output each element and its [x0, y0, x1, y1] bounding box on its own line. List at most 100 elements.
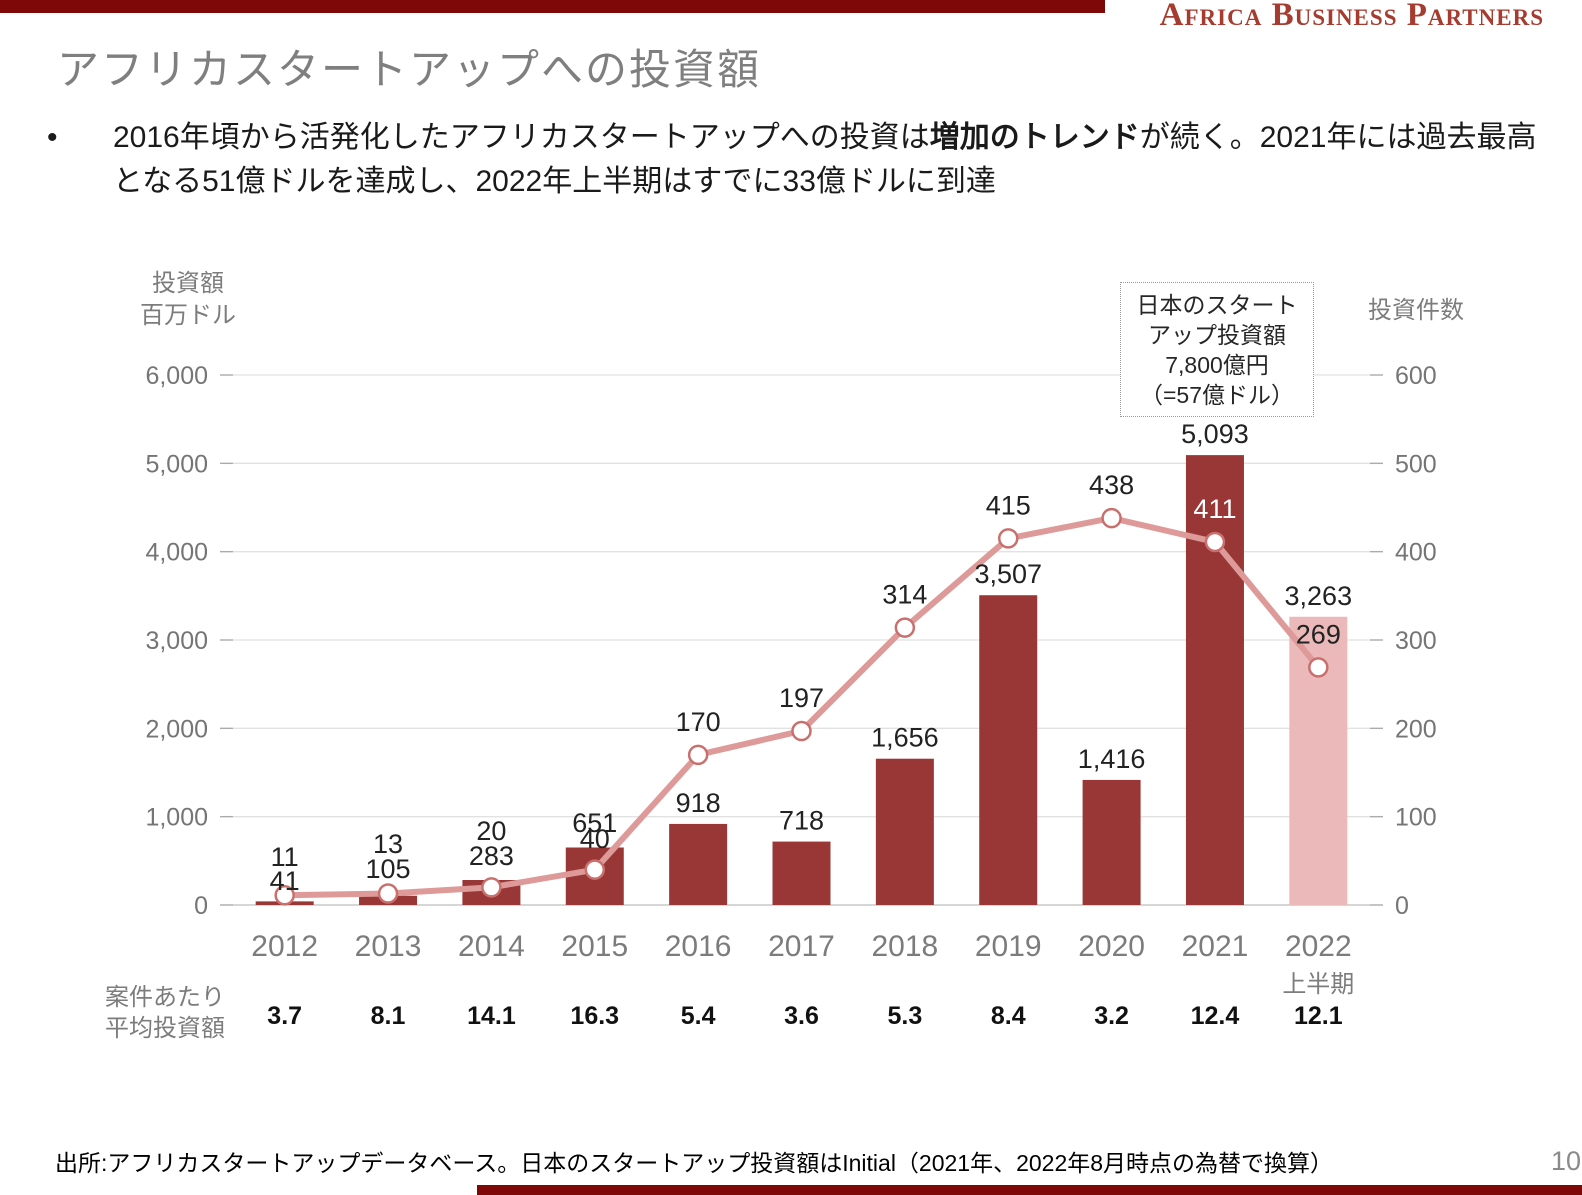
svg-text:3.7: 3.7: [267, 1002, 302, 1030]
bullet-marker: •: [47, 121, 58, 154]
svg-text:13: 13: [373, 829, 403, 859]
svg-text:1,000: 1,000: [145, 804, 208, 832]
avg-investment-row-label: 案件あたり 平均投資額: [100, 982, 230, 1044]
svg-text:411: 411: [1193, 494, 1236, 524]
bar-2016: [669, 823, 728, 905]
count-marker-2018: [894, 617, 916, 638]
bullet-text: 2016年頃から活発化したアフリカスタートアップへの投資は増加のトレンドが続く。…: [113, 116, 1547, 204]
svg-text:20: 20: [476, 816, 506, 846]
svg-text:2,000: 2,000: [145, 715, 208, 743]
bullet-text-bold: 増加のトレンド: [929, 121, 1140, 154]
svg-text:6,000: 6,000: [145, 362, 208, 390]
svg-text:100: 100: [1395, 804, 1437, 832]
count-marker-2014: [481, 877, 502, 898]
svg-text:40: 40: [580, 824, 610, 854]
svg-text:2013: 2013: [355, 930, 422, 963]
svg-text:170: 170: [676, 707, 721, 737]
svg-text:415: 415: [986, 490, 1031, 520]
avg-label-line2: 平均投資額: [105, 1015, 225, 1042]
svg-text:3.6: 3.6: [784, 1002, 819, 1030]
annotation-line3: 7,800億円: [1165, 352, 1269, 378]
svg-text:1,656: 1,656: [871, 723, 939, 753]
bullet-item: • 2016年頃から活発化したアフリカスタートアップへの投資は増加のトレンドが続…: [47, 116, 1547, 204]
count-marker-2012: [274, 885, 295, 906]
source-note: 出所:アフリカスタートアップデータベース。日本のスタートアップ投資額はIniti…: [55, 1150, 1334, 1176]
svg-text:2020: 2020: [1078, 930, 1145, 963]
svg-text:14.1: 14.1: [467, 1002, 516, 1030]
svg-text:197: 197: [779, 683, 824, 713]
svg-text:4,000: 4,000: [145, 539, 208, 567]
svg-text:3,000: 3,000: [145, 627, 208, 655]
count-marker-2013: [377, 883, 399, 904]
svg-text:8.4: 8.4: [991, 1002, 1026, 1030]
svg-text:2017: 2017: [768, 930, 835, 963]
top-accent-bar: [0, 0, 1105, 13]
company-logo: Africa Business Partners: [1159, 0, 1544, 33]
page-title: アフリカスタートアップへの投資額: [57, 46, 762, 93]
svg-text:2018: 2018: [871, 930, 938, 963]
svg-text:5.3: 5.3: [887, 1002, 922, 1030]
svg-text:500: 500: [1395, 450, 1437, 478]
count-marker-2021: [1204, 531, 1226, 553]
annotation-line1: 日本のスタート: [1136, 292, 1298, 318]
svg-text:2014: 2014: [458, 930, 525, 963]
svg-text:918: 918: [676, 788, 721, 818]
left-axis-title-line1: 投資額: [152, 270, 224, 297]
bottom-accent-bar: [477, 1185, 1582, 1195]
svg-text:0: 0: [194, 892, 208, 920]
svg-text:41: 41: [270, 866, 300, 896]
svg-text:8.1: 8.1: [371, 1002, 406, 1030]
svg-text:3,507: 3,507: [974, 559, 1042, 589]
bar-2020: [1082, 779, 1141, 905]
bullet-text-post: が続く。2021年には過去最高となる51億ドルを達成し、2022年上半期はすでに…: [113, 121, 1537, 198]
svg-text:11: 11: [271, 842, 299, 872]
count-marker-2020: [1101, 507, 1122, 529]
left-axis-title-line2: 百万ドル: [140, 302, 236, 329]
svg-text:2016: 2016: [665, 930, 732, 963]
right-axis-title: 投資件数: [1368, 297, 1464, 324]
bar-2017: [772, 841, 831, 905]
svg-text:3,263: 3,263: [1285, 581, 1353, 611]
bar-2018: [875, 758, 934, 905]
page-number: 10: [1551, 1146, 1582, 1176]
bar-2021: [1185, 455, 1244, 905]
svg-text:283: 283: [469, 841, 514, 871]
svg-text:1,416: 1,416: [1078, 744, 1146, 774]
svg-text:300: 300: [1395, 627, 1437, 655]
count-marker-2022: [1308, 657, 1329, 678]
svg-text:5,000: 5,000: [145, 450, 208, 478]
svg-text:5.4: 5.4: [681, 1002, 716, 1030]
svg-text:0: 0: [1395, 892, 1409, 920]
svg-text:2019: 2019: [975, 930, 1042, 963]
svg-text:2015: 2015: [561, 930, 628, 963]
count-marker-2016: [687, 744, 709, 766]
left-axis-title: 投資額 百万ドル: [128, 268, 248, 332]
count-marker-2015: [584, 859, 606, 880]
svg-text:600: 600: [1395, 362, 1437, 390]
svg-text:269: 269: [1296, 619, 1341, 649]
svg-text:12.4: 12.4: [1191, 1002, 1240, 1030]
svg-text:3.2: 3.2: [1094, 1002, 1129, 1030]
annotation-line2: アップ投資額: [1148, 322, 1286, 348]
annotation-line4: （=57億ドル）: [1139, 382, 1294, 408]
svg-text:200: 200: [1395, 715, 1437, 743]
svg-text:438: 438: [1089, 470, 1134, 500]
svg-text:314: 314: [882, 580, 927, 610]
svg-text:105: 105: [366, 854, 411, 884]
svg-text:12.1: 12.1: [1294, 1002, 1343, 1030]
bullet-text-pre: 2016年頃から活発化したアフリカスタートアップへの投資は: [113, 121, 930, 154]
svg-text:2021: 2021: [1182, 930, 1249, 963]
japan-startup-annotation: 日本のスタート アップ投資額 7,800億円 （=57億ドル）: [1120, 282, 1314, 417]
svg-text:5,093: 5,093: [1181, 419, 1249, 449]
svg-text:2012: 2012: [251, 930, 318, 963]
svg-text:651: 651: [572, 808, 617, 838]
count-marker-2017: [791, 720, 812, 742]
count-marker-2019: [997, 528, 1019, 549]
bar-2019: [979, 595, 1038, 905]
avg-label-line1: 案件あたり: [105, 984, 225, 1011]
svg-text:上半期: 上半期: [1282, 971, 1354, 998]
svg-text:718: 718: [779, 806, 824, 836]
svg-text:16.3: 16.3: [570, 1002, 619, 1030]
